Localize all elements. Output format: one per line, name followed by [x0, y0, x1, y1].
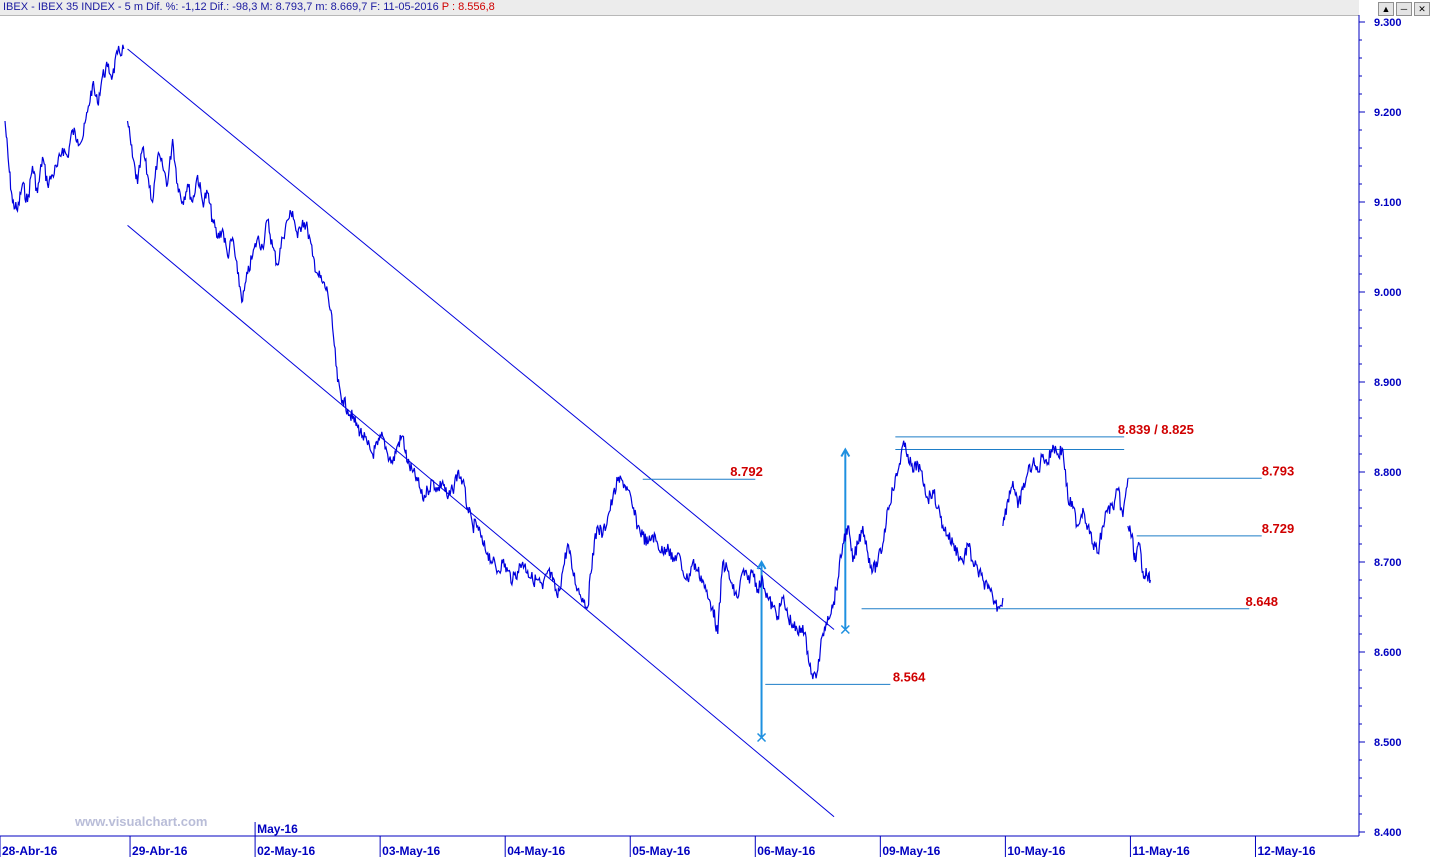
- level-label: 8.729: [1262, 521, 1295, 536]
- instrument-info: IBEX - IBEX 35 INDEX - 5 m Dif. %: -1,12…: [3, 1, 439, 13]
- axis-frame: [0, 15, 1360, 837]
- level-label: 8.564: [893, 669, 926, 684]
- x-tick-label: 28-Abr-16: [2, 844, 58, 857]
- y-tick-label: 8.700: [1374, 557, 1402, 569]
- arrow-head-up: [756, 559, 767, 570]
- level-label: 8.839 / 8.825: [1118, 422, 1194, 437]
- price-segment: [747, 525, 874, 680]
- measure-arrows: [756, 447, 851, 743]
- price-segment: [627, 489, 749, 635]
- x-tick-label: 09-May-16: [882, 844, 940, 857]
- x-tick-label: 06-May-16: [757, 844, 815, 857]
- last-price: P : 8.556,8: [441, 1, 495, 13]
- x-tick-label: 10-May-16: [1007, 844, 1065, 857]
- x-tick-label: 05-May-16: [632, 844, 690, 857]
- y-axis: 8.400 8.500 8.600 8.700 8.800 8.900 9.000 9.100…: [1359, 17, 1402, 839]
- price-series: [4, 44, 1151, 680]
- price-segment: [1002, 444, 1129, 555]
- price-segment: [372, 431, 499, 576]
- y-tick-label: 8.900: [1374, 377, 1402, 389]
- x-axis: 28-Abr-16 29-Abr-16 02-May-16 03-May-16 04-M…: [0, 822, 1316, 857]
- y-tick-label: 8.500: [1374, 737, 1402, 749]
- window-controls: ▲ ─ ✕: [1378, 2, 1430, 16]
- level-label: 8.648: [1245, 594, 1278, 609]
- y-tick-label: 8.400: [1374, 827, 1402, 839]
- price-segment: [1127, 525, 1151, 584]
- maximize-button[interactable]: ▲: [1378, 2, 1394, 16]
- channel-line: [127, 225, 835, 818]
- watermark: www.visualchart.com: [74, 814, 207, 829]
- y-tick-label: 8.600: [1374, 647, 1402, 659]
- y-tick-label: 9.200: [1374, 107, 1402, 119]
- channel-line: [127, 48, 835, 630]
- y-tick-label: 8.800: [1374, 467, 1402, 479]
- x-tick-label: 04-May-16: [507, 844, 565, 857]
- price-segment: [497, 475, 629, 610]
- price-segment: [4, 44, 125, 214]
- x-tick-label: 12-May-16: [1257, 844, 1315, 857]
- x-tick-label: 02-May-16: [257, 844, 315, 857]
- arrow-head-up: [840, 447, 851, 457]
- price-segment: [872, 440, 1004, 612]
- x-tick-label: 29-Abr-16: [132, 844, 188, 857]
- arrow-base-marker: [840, 624, 850, 635]
- minimize-button[interactable]: ─: [1396, 2, 1412, 16]
- arrow-base-marker: [757, 732, 767, 743]
- price-segment: [126, 120, 374, 455]
- trend-channel: [127, 48, 835, 818]
- x-tick-label: 11-May-16: [1132, 844, 1190, 857]
- y-tick-label: 9.100: [1374, 197, 1402, 209]
- x-tick-label: 03-May-16: [382, 844, 440, 857]
- close-button[interactable]: ✕: [1414, 2, 1430, 16]
- chart-header-bar: IBEX - IBEX 35 INDEX - 5 m Dif. %: -1,12…: [0, 0, 1359, 16]
- level-label: 8.792: [730, 464, 763, 479]
- level-label: 8.793: [1262, 463, 1295, 478]
- month-marker-label: May-16: [257, 822, 298, 836]
- level-lines: 8.792 8.839 / 8.825 8.793 8.729 8.648 8.564: [642, 422, 1295, 685]
- y-tick-label: 9.000: [1374, 287, 1402, 299]
- y-tick-label: 9.300: [1374, 17, 1402, 29]
